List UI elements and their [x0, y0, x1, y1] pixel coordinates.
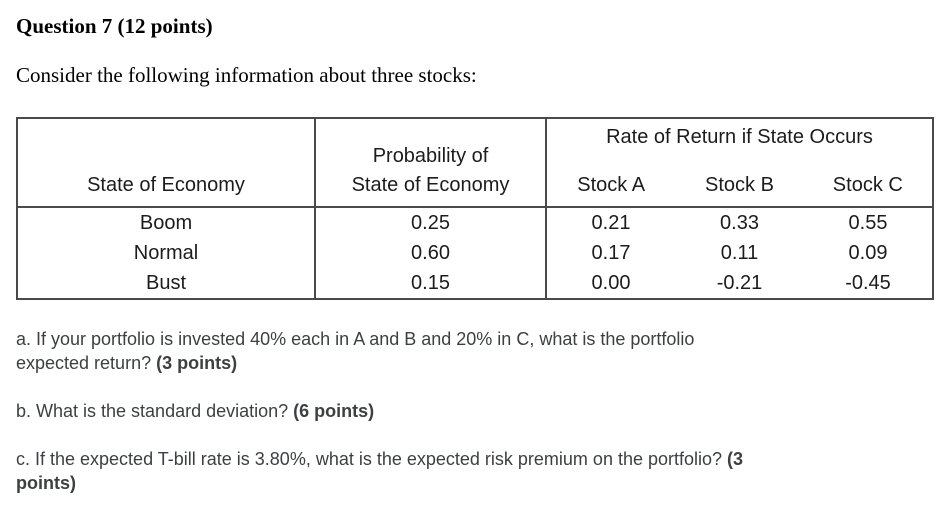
question-b-points: (6 points) — [293, 401, 375, 421]
table-row-bust: Bust 0.15 0.00 -0.21 -0.45 — [17, 268, 933, 299]
stock-b-cell: -0.21 — [716, 271, 763, 294]
stock-column-headers: Stock A Stock B Stock C — [547, 171, 932, 200]
table-row-normal: Normal 0.60 0.17 0.11 0.09 — [17, 238, 933, 268]
probability-cell: 0.15 — [315, 268, 547, 299]
stocks-table: State of Economy Probability of State of… — [16, 117, 934, 300]
stock-a-header: Stock A — [577, 174, 646, 196]
question-c-points-open: (3 — [727, 449, 744, 469]
question-c-text: c. If the expected T-bill rate is 3.80%,… — [16, 449, 728, 469]
question-a-points: (3 points) — [156, 353, 238, 373]
probability-cell: 0.60 — [315, 238, 547, 268]
stock-a-cell: 0.17 — [591, 241, 631, 264]
stock-b-cell: 0.11 — [720, 241, 759, 264]
probability-cell: 0.25 — [315, 207, 547, 238]
rate-of-return-group: Rate of Return if State Occurs Stock A S… — [547, 119, 932, 206]
stock-a-cell: 0.00 — [591, 271, 631, 294]
state-of-economy-header-cell: State of Economy — [17, 118, 316, 208]
question-a-line2: expected return? — [16, 353, 157, 373]
stock-c-header: Stock C — [832, 174, 903, 196]
question-a-line1: a. If your portfolio is invested 40% eac… — [16, 329, 695, 349]
question-c-points-close: points) — [16, 473, 76, 493]
table-row-boom: Boom 0.25 0.21 0.33 0.55 — [17, 207, 933, 238]
state-cell: Bust — [17, 268, 316, 299]
state-cell: Normal — [17, 238, 316, 268]
probability-header-line1: Probability of — [372, 145, 489, 167]
stock-c-cell: 0.09 — [848, 241, 888, 264]
state-cell: Boom — [17, 207, 316, 238]
stock-c-cell: -0.45 — [845, 271, 891, 294]
table-header-row: State of Economy Probability of State of… — [17, 118, 933, 208]
probability-header: Probability of State of Economy — [316, 119, 545, 206]
probability-header-line2: State of Economy — [351, 174, 510, 196]
question-c: c. If the expected T-bill rate is 3.80%,… — [16, 447, 932, 495]
stock-b-header: Stock B — [705, 174, 774, 196]
stock-a-cell: 0.21 — [591, 211, 631, 234]
question-a: a. If your portfolio is invested 40% eac… — [16, 327, 932, 375]
sub-questions: a. If your portfolio is invested 40% eac… — [16, 327, 932, 495]
stock-c-cell: 0.55 — [848, 211, 888, 234]
stock-b-cell: 0.33 — [720, 211, 759, 234]
question-b-text: b. What is the standard deviation? — [16, 401, 294, 421]
question-title: Question 7 (12 points) — [16, 14, 213, 38]
probability-header-cell: Probability of State of Economy — [315, 118, 547, 208]
question-b: b. What is the standard deviation? (6 po… — [16, 399, 932, 423]
intro-text: Consider the following information about… — [16, 63, 477, 87]
rate-of-return-header-cell: Rate of Return if State Occurs Stock A S… — [546, 118, 933, 208]
document-page: Question 7 (12 points) Consider the foll… — [16, 14, 934, 495]
state-of-economy-header: State of Economy — [87, 174, 245, 196]
rate-of-return-group-header: Rate of Return if State Occurs — [606, 126, 873, 148]
